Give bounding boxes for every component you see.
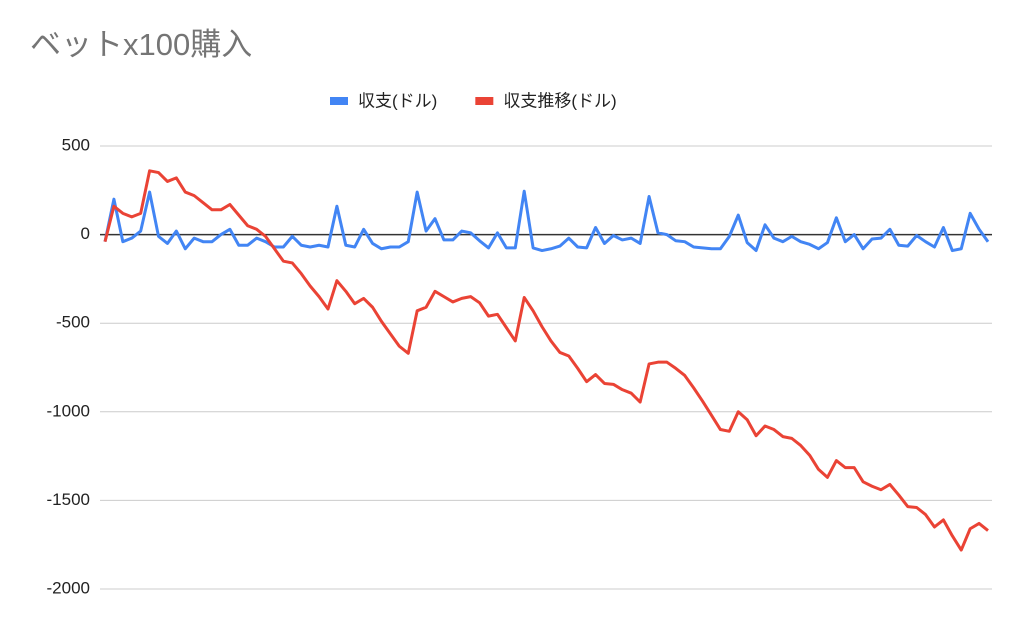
- y-tick-label: -2000: [47, 578, 90, 597]
- legend-swatch: [330, 97, 348, 105]
- legend-swatch: [475, 97, 494, 105]
- y-tick-label: -500: [56, 313, 90, 332]
- legend-label: 収支推移(ドル): [503, 91, 616, 110]
- y-tick-label: -1500: [47, 490, 90, 509]
- legend: 収支(ドル) 収支推移(ドル): [330, 91, 617, 110]
- chart-title: ベットx100購入: [30, 27, 252, 62]
- y-tick-label: 500: [62, 135, 90, 154]
- legend-label: 収支(ドル): [358, 91, 437, 110]
- y-tick-label: 0: [81, 224, 90, 243]
- y-tick-label: -1000: [47, 401, 90, 420]
- line-series: [103, 169, 989, 552]
- line-series: [103, 189, 990, 253]
